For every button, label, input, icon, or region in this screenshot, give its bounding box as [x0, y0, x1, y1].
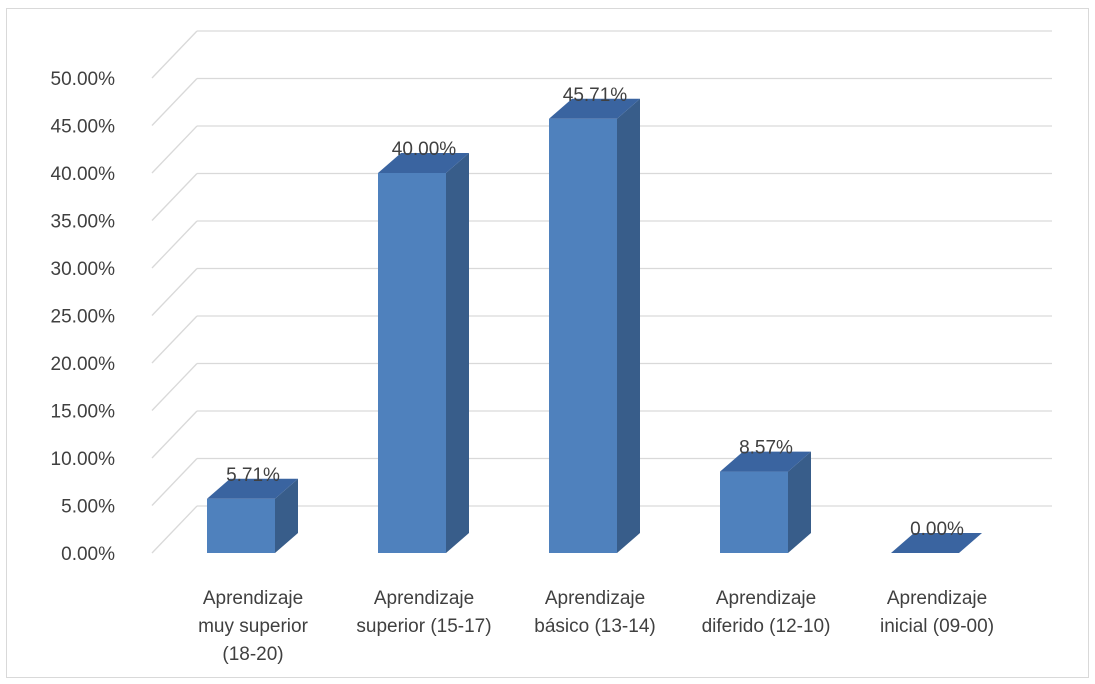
category-label: Aprendizaje inicial (09-00) — [880, 588, 994, 637]
bar-front — [720, 471, 788, 553]
bars — [207, 98, 982, 553]
bar-top — [378, 153, 469, 173]
category-labels: Aprendizaje muy superior (18-20)Aprendizaj… — [198, 588, 994, 665]
bar-top — [891, 533, 982, 553]
category-label: Aprendizaje muy superior (18-20) — [198, 588, 308, 665]
y-tick-label: 20.00% — [51, 354, 116, 375]
bar-top — [207, 478, 298, 499]
category-label-line: Aprendizaje — [545, 588, 645, 609]
category-label-line: (18-20) — [222, 644, 283, 665]
category-label: Aprendizaje básico (13-14) — [534, 588, 655, 637]
gridline-diagonal — [151, 315, 198, 364]
category-label-line: Aprendizaje — [887, 588, 987, 609]
gridline-diagonal — [151, 410, 198, 459]
bar-front — [207, 498, 275, 553]
y-tick-label: 30.00% — [51, 259, 116, 280]
y-tick-label: 0.00% — [61, 544, 115, 565]
category-label: Aprendizaje diferido (12-10) — [702, 588, 831, 637]
data-label: 5.71% — [226, 465, 280, 486]
bar-side — [446, 153, 469, 553]
y-tick-label: 50.00% — [51, 69, 116, 90]
bar-front — [378, 173, 446, 553]
gridline-diagonal — [151, 30, 198, 79]
data-labels: 5.71% 40.00% 45.71% 8.57% 0.00% — [226, 85, 964, 540]
gridline-diagonal — [151, 220, 198, 269]
y-tick-label: 10.00% — [51, 449, 116, 470]
category-label-line: muy superior — [198, 616, 308, 637]
category-label-line: diferido (12-10) — [702, 616, 831, 637]
bar-side — [275, 478, 298, 553]
category-label-line: Aprendizaje — [716, 588, 816, 609]
gridline-diagonal — [151, 458, 198, 506]
gridline-diagonal — [151, 505, 198, 554]
data-label: 40.00% — [392, 139, 457, 160]
bar-side — [788, 451, 811, 553]
category-label-line: Aprendizaje — [374, 588, 474, 609]
data-label: 45.71% — [563, 85, 628, 106]
gridline-diagonal — [151, 173, 198, 221]
category-label-line: inicial (09-00) — [880, 616, 994, 637]
category-label: Aprendizaje superior (15-17) — [356, 588, 491, 637]
y-tick-label: 35.00% — [51, 212, 116, 233]
y-tick-label: 5.00% — [61, 497, 115, 518]
data-label: 0.00% — [910, 519, 964, 540]
y-tick-label: 45.00% — [51, 117, 116, 138]
gridline-diagonal — [151, 125, 198, 174]
bar-top — [720, 451, 811, 472]
category-label-line: superior (15-17) — [356, 616, 491, 637]
bar-top — [549, 98, 640, 119]
gridline-diagonal — [151, 78, 198, 126]
gridline-diagonal — [151, 268, 198, 316]
category-label-line: Aprendizaje — [203, 588, 303, 609]
bar-front — [549, 118, 617, 553]
bar-side — [617, 98, 640, 553]
y-tick-label: 15.00% — [51, 402, 116, 423]
data-label: 8.57% — [739, 438, 793, 459]
y-axis-tick-labels: 0.00% 5.00% 10.00% 15.00% 20.00% 25.00% 30.00%… — [51, 69, 116, 565]
y-tick-label: 25.00% — [51, 307, 116, 328]
chart-frame — [6, 8, 1089, 678]
gridline-diagonal — [151, 363, 198, 411]
y-tick-label: 40.00% — [51, 164, 116, 185]
category-label-line: básico (13-14) — [534, 616, 655, 637]
